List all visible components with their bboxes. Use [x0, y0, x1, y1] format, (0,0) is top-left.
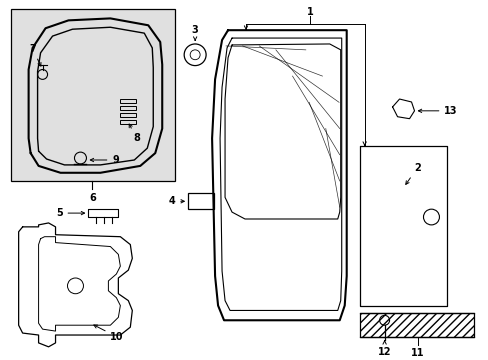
Bar	[188, 193, 214, 209]
Text: 6: 6	[89, 193, 96, 203]
Text: 1: 1	[306, 8, 312, 18]
Text: 12: 12	[377, 341, 390, 357]
Text: 2: 2	[405, 163, 420, 184]
Text: 5: 5	[56, 208, 84, 218]
Text: 10: 10	[94, 325, 123, 342]
Bar	[120, 120, 136, 123]
Text: 13: 13	[418, 106, 457, 116]
Bar	[120, 99, 136, 103]
Bar	[120, 113, 136, 117]
Bar	[359, 314, 473, 337]
Text: 11: 11	[410, 348, 424, 358]
Text: 8: 8	[129, 124, 140, 143]
Text: 7: 7	[29, 44, 41, 66]
Text: 3: 3	[191, 25, 198, 35]
Bar	[11, 9, 175, 181]
Bar	[120, 106, 136, 110]
Text: 9: 9	[90, 155, 119, 165]
Text: 4: 4	[168, 196, 184, 206]
